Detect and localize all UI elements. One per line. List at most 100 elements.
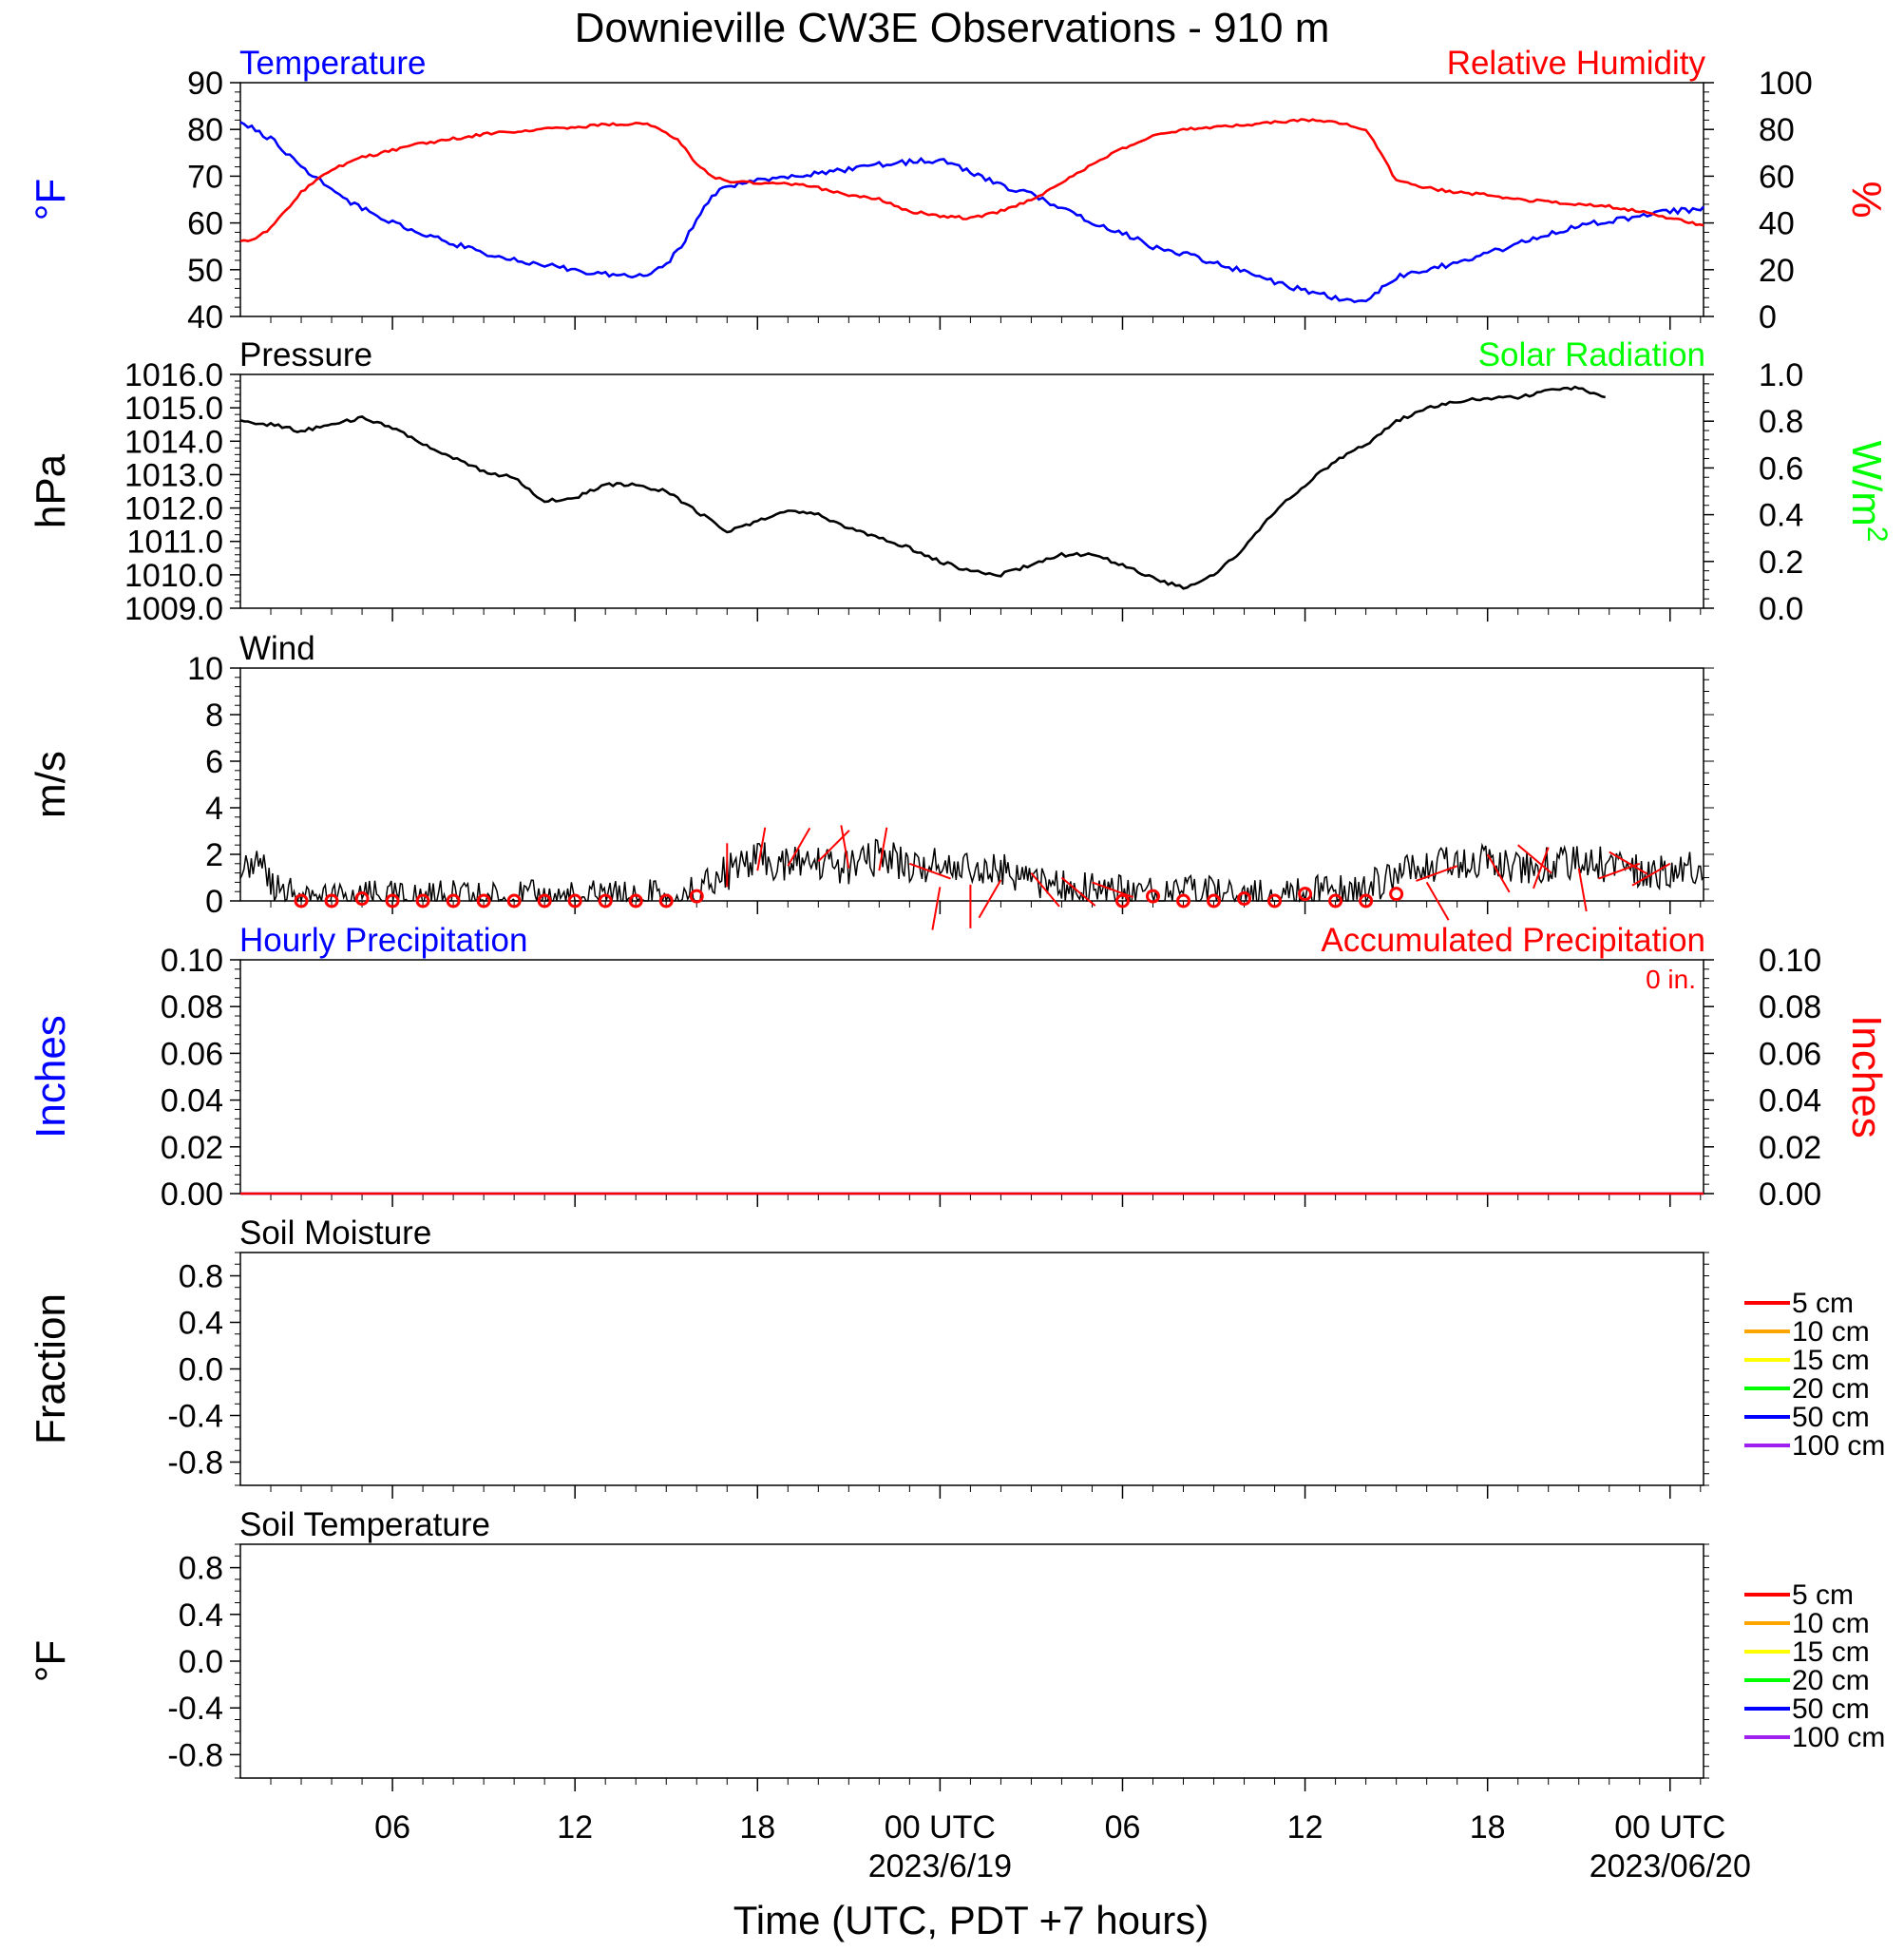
panel-soil_moisture: Soil Moisture 0.8 0.4 0.0 -0.4 -0.8 Fraction 5 … xyxy=(28,1215,1885,1499)
y-tick-label: -0.4 xyxy=(167,1691,223,1727)
wind-barb xyxy=(1416,865,1458,882)
y-tick-label: -0.8 xyxy=(167,1445,223,1482)
wind-barb xyxy=(878,827,888,871)
panel-right-title: Solar Radiation xyxy=(1478,336,1705,373)
x-tick-label: 18 xyxy=(739,1809,775,1846)
panel-left-title: Pressure xyxy=(239,336,372,373)
legend-label: 20 cm xyxy=(1792,1373,1870,1405)
y-tick-label: 1016.0 xyxy=(124,357,223,393)
y-tick-label: 0.06 xyxy=(161,1036,223,1072)
panel-temp_rh: Temperature Relative Humidity 90 80 70 60 50 40… xyxy=(28,45,1890,335)
wind-calm-marker xyxy=(658,893,674,909)
y-right-tick-label: 100 xyxy=(1759,66,1813,102)
y-tick-label: 0.0 xyxy=(179,1644,223,1680)
wind-barb xyxy=(1533,847,1550,889)
y-tick-label: 0.4 xyxy=(179,1306,223,1342)
y-tick-label: 0 xyxy=(205,884,223,920)
legend-label: 100 cm xyxy=(1792,1722,1885,1753)
panel-left-title: Soil Temperature xyxy=(239,1506,490,1543)
wind-calm-marker xyxy=(1237,891,1252,907)
y-right-tick-label: 0.04 xyxy=(1759,1083,1821,1119)
series-line-temperature xyxy=(239,121,1704,304)
wind-calm-marker xyxy=(324,893,339,909)
wind-calm-marker xyxy=(1145,889,1160,904)
y-right-tick-label: 0.00 xyxy=(1759,1176,1821,1213)
wind-barb xyxy=(1577,868,1588,912)
chart-title: Downieville CW3E Observations - 910 m xyxy=(575,5,1330,51)
y-right-tick-label: 80 xyxy=(1759,112,1795,148)
panel-left-title: Soil Moisture xyxy=(239,1215,431,1252)
y-axis-label-left: m/s xyxy=(28,751,74,818)
series-line-relative-humidity xyxy=(239,118,1704,243)
wind-calm-marker xyxy=(1389,887,1404,902)
legend-label: 50 cm xyxy=(1792,1693,1870,1725)
y-tick-label: 10 xyxy=(187,651,223,687)
wind-barb xyxy=(1060,876,1096,907)
y-axis-label-right: Inches xyxy=(1843,1015,1890,1138)
x-tick-label: 18 xyxy=(1470,1809,1506,1846)
y-tick-label: 0.04 xyxy=(161,1083,223,1119)
y-right-tick-label: 0.08 xyxy=(1759,989,1821,1025)
y-tick-label: 1014.0 xyxy=(124,424,223,460)
panel-frame xyxy=(239,373,1704,609)
y-right-tick-label: 20 xyxy=(1759,253,1795,289)
chart-panels: Temperature Relative Humidity908070605040… xyxy=(28,45,1894,1791)
wind-calm-marker xyxy=(354,891,370,907)
series-line-pressure xyxy=(239,385,1606,590)
wind-calm-marker xyxy=(1359,893,1374,909)
y-tick-label: 40 xyxy=(187,299,223,335)
panel-precip: Hourly Precipitation Accumulated Precipit… xyxy=(28,922,1890,1213)
y-axis-label-left: °F xyxy=(28,179,74,220)
y-right-tick-label: 0.6 xyxy=(1759,450,1803,487)
x-tick-date-label: 2023/06/20 xyxy=(1590,1848,1751,1884)
wind-calm-marker xyxy=(628,893,643,909)
y-right-tick-label: 0.2 xyxy=(1759,545,1803,581)
legend-label: 100 cm xyxy=(1792,1430,1885,1462)
wind-barb xyxy=(1030,871,1060,908)
panel-wind: Wind 10 8 6 4 2 0 m/s xyxy=(28,630,1714,930)
y-tick-label: 70 xyxy=(187,159,223,195)
y-axis-label-right: % xyxy=(1843,181,1890,218)
y-tick-label: 1011.0 xyxy=(127,525,223,561)
y-tick-label: 0.02 xyxy=(161,1130,223,1166)
panel-left-title: Wind xyxy=(239,630,315,667)
panel-right-title: Relative Humidity xyxy=(1447,45,1706,82)
y-tick-label: 0.08 xyxy=(161,989,223,1025)
y-tick-label: 90 xyxy=(187,66,223,102)
wind-barb xyxy=(1517,844,1552,874)
y-axis-label-left: hPa xyxy=(28,453,74,528)
wind-calm-marker xyxy=(294,893,309,909)
y-tick-label: 4 xyxy=(205,791,223,827)
x-tick-label: 12 xyxy=(1287,1809,1323,1846)
legend-label: 5 cm xyxy=(1792,1288,1854,1319)
wind-calm-marker xyxy=(598,893,613,909)
panel-frame xyxy=(239,1543,1704,1779)
wind-calm-marker xyxy=(385,893,400,909)
wind-barb xyxy=(1486,853,1511,893)
panel-frame xyxy=(239,82,1704,317)
y-tick-label: 1010.0 xyxy=(124,558,223,594)
y-tick-label: 6 xyxy=(205,744,223,780)
wind-calm-marker xyxy=(1207,893,1222,909)
wind-calm-marker xyxy=(1176,893,1191,909)
panel-pressure: Pressure Solar Radiation 1016.01015.01014.… xyxy=(28,336,1894,627)
y-tick-label: 1013.0 xyxy=(124,457,223,493)
panel-left-title: Temperature xyxy=(239,45,426,82)
x-tick-label: 00 UTC xyxy=(885,1809,996,1846)
y-right-tick-label: 0.10 xyxy=(1759,943,1821,979)
wind-barb xyxy=(978,879,1002,919)
panel-frame xyxy=(239,959,1704,1195)
wind-calm-marker xyxy=(415,893,430,909)
wind-barb xyxy=(817,830,850,863)
legend-label: 20 cm xyxy=(1792,1665,1870,1696)
panel-frame xyxy=(239,1252,1704,1486)
wind-calm-marker xyxy=(1328,893,1343,909)
y-tick-label: 1012.0 xyxy=(124,491,223,527)
y-right-tick-label: 40 xyxy=(1759,206,1795,242)
x-tick-date-label: 2023/6/19 xyxy=(868,1848,1012,1884)
wind-calm-marker xyxy=(446,893,461,909)
legend-label: 5 cm xyxy=(1792,1579,1854,1611)
y-axis-label-left: Inches xyxy=(28,1015,74,1138)
series-line-wind xyxy=(239,838,1704,904)
